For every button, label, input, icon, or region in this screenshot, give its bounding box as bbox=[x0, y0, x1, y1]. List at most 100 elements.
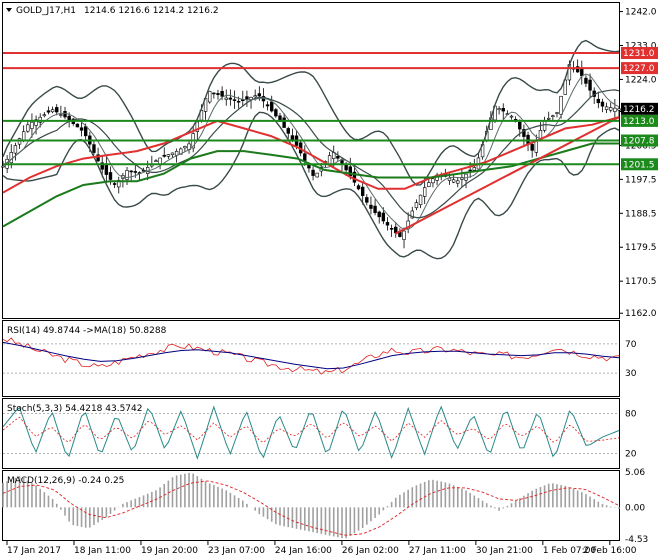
rsi-ma-line bbox=[2, 341, 620, 370]
candle-body bbox=[9, 152, 13, 164]
candle-body bbox=[108, 172, 113, 180]
candle-body bbox=[34, 119, 38, 126]
candle-body bbox=[1, 165, 5, 168]
candle-body bbox=[232, 99, 237, 101]
candle-body bbox=[402, 230, 406, 240]
candle-body bbox=[385, 222, 390, 226]
candle-body bbox=[216, 93, 220, 95]
time-tick-label: 2 Feb 16:00 bbox=[583, 546, 637, 556]
time-tick-label: 23 Jan 07:00 bbox=[208, 546, 265, 556]
candle-body bbox=[245, 96, 249, 100]
price-tag bbox=[621, 114, 658, 127]
stoch-title: Stoch(5,3,3) 54.4218 43.5742 bbox=[7, 404, 142, 414]
candle-body bbox=[418, 194, 423, 206]
candle-body bbox=[75, 123, 80, 128]
stoch-panel-frame bbox=[2, 398, 620, 469]
ohlc-readout: 1214.6 1216.6 1214.2 1216.2 bbox=[84, 6, 219, 16]
candle-body bbox=[360, 186, 365, 196]
price-tick-label: 1224.0 bbox=[625, 75, 657, 85]
candle-body bbox=[112, 183, 117, 185]
candle-body bbox=[125, 170, 129, 180]
rsi-panel-frame bbox=[2, 320, 620, 397]
price-tag-label: 1207.8 bbox=[623, 137, 655, 147]
candle-body bbox=[555, 112, 559, 114]
candle-body bbox=[220, 90, 224, 97]
candle-body bbox=[162, 154, 166, 157]
candle-body bbox=[427, 182, 431, 187]
candle-body bbox=[456, 180, 460, 184]
price-tick-label: 1242.0 bbox=[625, 8, 657, 18]
candle-body bbox=[580, 67, 584, 77]
price-tag bbox=[621, 62, 658, 75]
candle-body bbox=[183, 146, 187, 149]
candle-body bbox=[129, 170, 133, 173]
candle-body bbox=[410, 210, 414, 219]
candle-body bbox=[257, 93, 262, 97]
candle-body bbox=[584, 77, 588, 84]
time-tick-label: 24 Jan 16:00 bbox=[275, 546, 332, 556]
candle-body bbox=[83, 126, 88, 137]
upper-band-line bbox=[2, 39, 620, 186]
candle-body bbox=[166, 154, 171, 157]
candle-body bbox=[394, 226, 398, 234]
price-tag-label: 1213.0 bbox=[623, 117, 655, 127]
candle-body bbox=[617, 108, 621, 111]
rsi-line bbox=[2, 337, 620, 375]
candle-body bbox=[224, 97, 228, 100]
middle-band-line bbox=[2, 89, 620, 219]
candle-body bbox=[104, 165, 109, 175]
candle-body bbox=[96, 154, 100, 162]
price-tick-label: 1197.5 bbox=[625, 175, 657, 185]
candle-body bbox=[179, 148, 183, 155]
candle-body bbox=[422, 187, 427, 197]
candle-body bbox=[92, 144, 96, 153]
stoch-level-label: 20 bbox=[625, 450, 637, 460]
macd-tick-label: 5.06 bbox=[625, 468, 645, 478]
candle-body bbox=[55, 107, 59, 113]
price-tick-label: 1233.0 bbox=[625, 41, 657, 51]
candle-body bbox=[468, 169, 472, 172]
time-tick-label: 19 Jan 20:00 bbox=[141, 546, 198, 556]
candle-body bbox=[30, 121, 34, 129]
candle-body bbox=[547, 117, 551, 120]
rsi-level-label: 30 bbox=[625, 369, 637, 379]
collapse-icon[interactable] bbox=[6, 8, 12, 12]
candle-body bbox=[365, 197, 369, 203]
horizontal-levels bbox=[3, 52, 619, 166]
candle-body bbox=[609, 107, 613, 111]
candle-body bbox=[174, 151, 179, 156]
candle-body bbox=[414, 202, 419, 209]
candle-body bbox=[253, 95, 257, 98]
stoch-k-line bbox=[2, 405, 620, 460]
symbol-label: GOLD_J17,H1 bbox=[16, 6, 76, 16]
candle-body bbox=[377, 211, 381, 218]
candle-body bbox=[21, 131, 26, 142]
stoch-d-line bbox=[2, 416, 620, 443]
candle-body bbox=[46, 110, 51, 113]
candle-body bbox=[336, 156, 340, 159]
price-tag bbox=[621, 47, 658, 60]
candle-body bbox=[154, 160, 158, 163]
stoch-level-label: 80 bbox=[625, 409, 637, 419]
macd-signal-line bbox=[2, 480, 620, 536]
stoch-series bbox=[2, 405, 620, 460]
candle-body bbox=[26, 124, 30, 132]
candle-body bbox=[315, 172, 319, 178]
candle-body bbox=[100, 162, 104, 170]
candle-body bbox=[604, 106, 609, 110]
candle-body bbox=[518, 121, 522, 130]
time-tick-label: 17 Jan 2017 bbox=[7, 546, 61, 556]
price-tag-label: 1201.5 bbox=[623, 160, 655, 170]
macd-tick-label: -4.53 bbox=[625, 535, 648, 545]
candle-body bbox=[38, 116, 42, 123]
candle-body bbox=[286, 128, 290, 134]
main-panel-frame bbox=[2, 2, 620, 319]
candle-body bbox=[158, 157, 162, 165]
rsi-title: RSI(14) 49.8744 ->MA(18) 50.8288 bbox=[7, 326, 167, 336]
candle-body bbox=[212, 92, 216, 95]
price-tag-label: 1231.0 bbox=[623, 49, 655, 59]
candle-body bbox=[348, 166, 352, 177]
candle-body bbox=[381, 212, 386, 222]
candle-body bbox=[530, 144, 534, 151]
